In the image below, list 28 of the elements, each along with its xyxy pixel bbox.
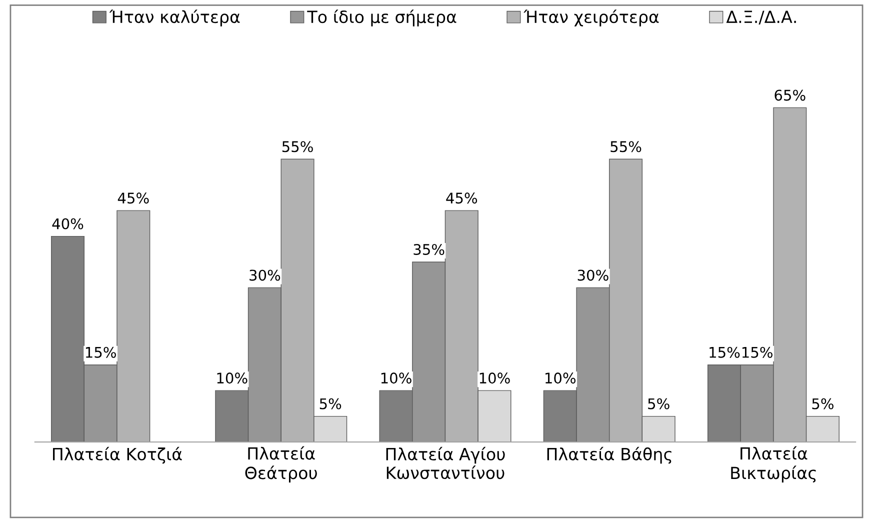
data-label: 45% (446, 192, 478, 204)
data-label: 10% (217, 372, 248, 384)
data-label: 35% (414, 244, 444, 256)
legend-label: Ήταν καλύτερα (109, 10, 240, 26)
x-tick-label: Πλατεία Αγίου Κωνσταντίνου (386, 446, 505, 480)
data-label: 15% (710, 346, 740, 358)
data-label: 5% (648, 398, 670, 410)
data-label: 30% (250, 270, 280, 281)
x-tick-label: Πλατεία Βάθης (547, 446, 672, 464)
data-label: 30% (578, 270, 608, 281)
data-label: 55% (282, 141, 313, 152)
data-label: 55% (610, 141, 642, 152)
data-label: 10% (480, 372, 510, 384)
data-label: 40% (52, 218, 84, 230)
legend-label: Ήταν χειρότερα (524, 10, 659, 26)
data-label: 10% (546, 372, 576, 384)
data-label: 15% (742, 346, 772, 358)
x-tick-label: Πλατεία Θεάτρου (245, 446, 317, 482)
data-label: 65% (774, 90, 806, 101)
data-label: 5% (812, 398, 834, 410)
data-label: 45% (118, 192, 149, 204)
x-tick-label: Πλατεία Κοτζιά (53, 446, 182, 464)
legend-label: Δ.Ξ./Δ.Α. (726, 10, 796, 24)
data-label: 5% (320, 398, 342, 410)
legend-label: Το ίδιο με σήμερα (307, 10, 456, 26)
data-label: 10% (381, 372, 412, 384)
x-tick-label: Πλατεία Βικτωρίας (731, 446, 816, 482)
data-label: 15% (86, 346, 116, 358)
